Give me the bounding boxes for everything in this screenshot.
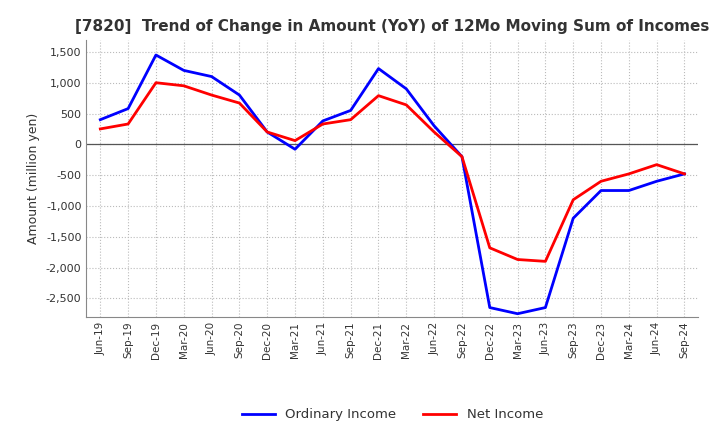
Ordinary Income: [96, 117, 104, 122]
Ordinary Income: [513, 311, 522, 316]
Ordinary Income: [541, 305, 550, 310]
Ordinary Income: [430, 123, 438, 128]
Ordinary Income: [291, 147, 300, 152]
Net Income: [680, 171, 689, 176]
Ordinary Income: [458, 154, 467, 159]
Ordinary Income: [680, 171, 689, 176]
Net Income: [179, 83, 188, 88]
Net Income: [346, 117, 355, 122]
Line: Ordinary Income: Ordinary Income: [100, 55, 685, 314]
Net Income: [124, 121, 132, 127]
Net Income: [430, 129, 438, 135]
Net Income: [402, 102, 410, 107]
Ordinary Income: [152, 52, 161, 58]
Net Income: [374, 93, 383, 98]
Ordinary Income: [624, 188, 633, 193]
Ordinary Income: [235, 92, 243, 98]
Net Income: [235, 100, 243, 106]
Net Income: [485, 245, 494, 250]
Title: [7820]  Trend of Change in Amount (YoY) of 12Mo Moving Sum of Incomes: [7820] Trend of Change in Amount (YoY) o…: [75, 19, 710, 34]
Net Income: [652, 162, 661, 167]
Ordinary Income: [597, 188, 606, 193]
Ordinary Income: [179, 68, 188, 73]
Net Income: [152, 80, 161, 85]
Ordinary Income: [374, 66, 383, 71]
Ordinary Income: [346, 108, 355, 113]
Ordinary Income: [569, 216, 577, 221]
Net Income: [318, 121, 327, 127]
Net Income: [207, 92, 216, 98]
Ordinary Income: [485, 305, 494, 310]
Ordinary Income: [652, 179, 661, 184]
Ordinary Income: [318, 118, 327, 124]
Ordinary Income: [402, 86, 410, 92]
Line: Net Income: Net Income: [100, 83, 685, 261]
Net Income: [569, 197, 577, 202]
Ordinary Income: [263, 129, 271, 135]
Net Income: [96, 126, 104, 132]
Ordinary Income: [207, 74, 216, 79]
Net Income: [263, 129, 271, 135]
Net Income: [541, 259, 550, 264]
Net Income: [597, 179, 606, 184]
Net Income: [513, 257, 522, 262]
Net Income: [624, 171, 633, 176]
Y-axis label: Amount (million yen): Amount (million yen): [27, 113, 40, 244]
Net Income: [291, 138, 300, 143]
Net Income: [458, 154, 467, 159]
Legend: Ordinary Income, Net Income: Ordinary Income, Net Income: [237, 403, 548, 427]
Ordinary Income: [124, 106, 132, 111]
